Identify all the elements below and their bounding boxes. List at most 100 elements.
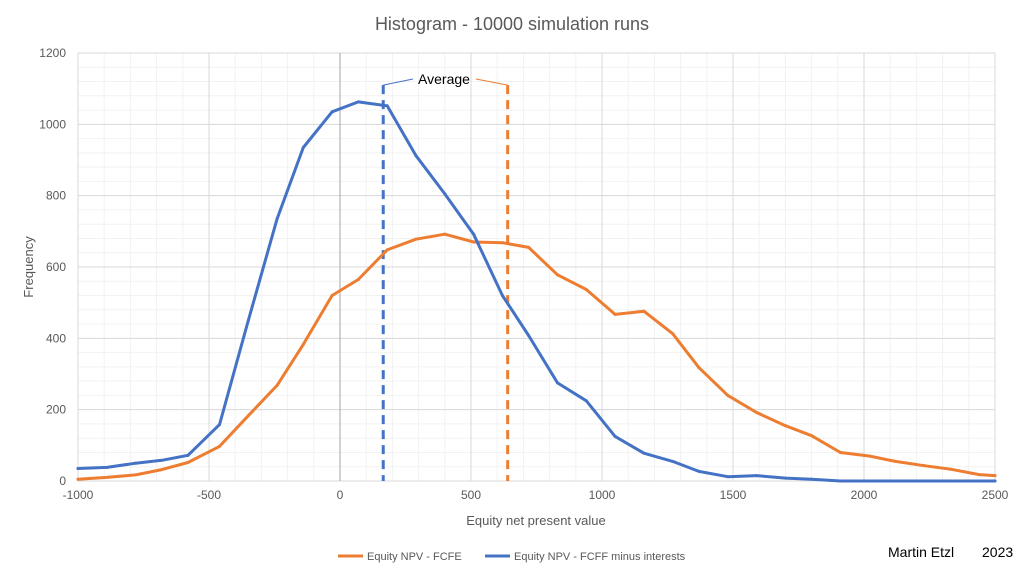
point-fcff bbox=[330, 110, 334, 114]
average-callout-line-orange bbox=[475, 78, 508, 86]
legend-label-fcff: Equity NPV - FCFF minus interests bbox=[514, 551, 686, 563]
point-fcfe bbox=[356, 277, 360, 281]
point-fcff bbox=[500, 294, 504, 298]
series-line-fcfe bbox=[76, 232, 997, 481]
x-axis-title: Equity net present value bbox=[466, 513, 605, 528]
point-fcfe bbox=[584, 287, 588, 291]
point-fcff bbox=[948, 479, 952, 483]
y-tick-label: 1200 bbox=[39, 46, 66, 60]
x-tick-label: 1000 bbox=[589, 488, 616, 502]
chart-title: Histogram - 10000 simulation runs bbox=[375, 14, 649, 34]
average-lines bbox=[381, 85, 510, 481]
point-fcff bbox=[246, 319, 250, 322]
point-fcfe bbox=[186, 460, 190, 464]
y-tick-label: 1000 bbox=[39, 117, 66, 131]
point-fcff bbox=[527, 333, 531, 337]
point-fcfe bbox=[105, 475, 109, 479]
point-fcff bbox=[838, 479, 842, 483]
point-fcff bbox=[160, 458, 164, 462]
point-fcfe bbox=[783, 424, 787, 428]
point-fcfe bbox=[642, 309, 646, 313]
point-fcfe bbox=[443, 232, 447, 236]
average-label: Average bbox=[418, 71, 470, 87]
y-tick-label: 0 bbox=[59, 474, 66, 488]
point-fcfe bbox=[671, 332, 675, 336]
point-fcfe bbox=[555, 273, 559, 277]
year-credit: 2023 bbox=[982, 544, 1013, 560]
legend: Equity NPV - FCFE Equity NPV - FCFF minu… bbox=[338, 551, 686, 563]
point-fcff bbox=[922, 479, 926, 483]
legend-label-fcfe: Equity NPV - FCFE bbox=[367, 551, 462, 563]
point-fcff bbox=[642, 451, 646, 455]
point-fcfe bbox=[246, 414, 250, 418]
point-fcff bbox=[217, 423, 221, 427]
point-fcff bbox=[76, 467, 80, 471]
point-fcff bbox=[385, 104, 389, 108]
y-tick-label: 600 bbox=[46, 260, 66, 274]
x-tick-label: 0 bbox=[337, 488, 344, 502]
point-fcfe bbox=[893, 459, 897, 463]
series-line-fcff bbox=[76, 100, 997, 483]
point-fcfe bbox=[275, 383, 279, 387]
average-callout-line-blue bbox=[383, 78, 414, 86]
point-fcff bbox=[414, 154, 418, 158]
point-fcfe bbox=[993, 474, 997, 478]
author-credit: Martin Etzl bbox=[888, 544, 954, 560]
y-axis-title: Frequency bbox=[21, 236, 36, 298]
y-tick-label: 400 bbox=[46, 331, 66, 345]
point-fcfe bbox=[330, 294, 334, 298]
point-fcff bbox=[555, 381, 559, 385]
point-fcfe bbox=[697, 366, 701, 370]
point-fcff bbox=[671, 459, 675, 463]
x-tick-label: 500 bbox=[461, 488, 481, 502]
point-fcff bbox=[893, 479, 897, 483]
point-fcff bbox=[301, 146, 305, 150]
point-fcfe bbox=[500, 241, 504, 245]
point-fcfe bbox=[977, 473, 981, 477]
point-fcff bbox=[584, 399, 588, 403]
point-fcfe bbox=[414, 237, 418, 241]
point-fcff bbox=[867, 479, 871, 483]
series-layer bbox=[76, 100, 997, 483]
point-fcfe bbox=[922, 464, 926, 468]
point-fcfe bbox=[472, 240, 476, 244]
y-tick-label: 200 bbox=[46, 403, 66, 417]
x-axis-tick-labels: -1000 -500 0 500 1000 1500 2000 2500 bbox=[63, 488, 1009, 502]
point-fcff bbox=[275, 217, 279, 221]
point-fcfe bbox=[810, 434, 814, 438]
x-tick-label: 2500 bbox=[982, 488, 1009, 502]
point-fcff bbox=[134, 461, 138, 465]
point-fcfe bbox=[867, 454, 871, 458]
point-fcff bbox=[755, 474, 759, 478]
point-fcfe bbox=[613, 312, 617, 316]
point-fcfe bbox=[755, 411, 759, 415]
x-tick-label: 1500 bbox=[720, 488, 747, 502]
x-tick-label: 2000 bbox=[851, 488, 878, 502]
point-fcff bbox=[993, 479, 997, 483]
point-fcff bbox=[697, 469, 701, 473]
average-annotation: Average bbox=[383, 71, 508, 87]
point-fcfe bbox=[527, 245, 531, 249]
x-tick-label: -1000 bbox=[63, 488, 94, 502]
point-fcff bbox=[613, 434, 617, 438]
point-fcfe bbox=[217, 444, 221, 448]
point-fcfe bbox=[948, 467, 952, 471]
point-fcff bbox=[356, 100, 360, 104]
point-fcfe bbox=[385, 248, 389, 252]
point-fcfe bbox=[301, 342, 305, 346]
point-fcfe bbox=[838, 450, 842, 454]
point-fcff bbox=[977, 479, 981, 483]
y-axis-tick-labels: 0 200 400 600 800 1000 1200 bbox=[39, 46, 66, 488]
point-fcfe bbox=[134, 473, 138, 477]
point-fcff bbox=[443, 192, 447, 196]
major-gridlines bbox=[77, 52, 996, 482]
y-tick-label: 800 bbox=[46, 189, 66, 203]
point-fcff bbox=[472, 232, 476, 236]
point-fcfe bbox=[160, 468, 164, 472]
point-fcff bbox=[186, 453, 190, 457]
point-fcfe bbox=[76, 477, 80, 481]
point-fcff bbox=[726, 475, 730, 479]
x-tick-label: -500 bbox=[197, 488, 221, 502]
point-fcff bbox=[105, 465, 109, 469]
